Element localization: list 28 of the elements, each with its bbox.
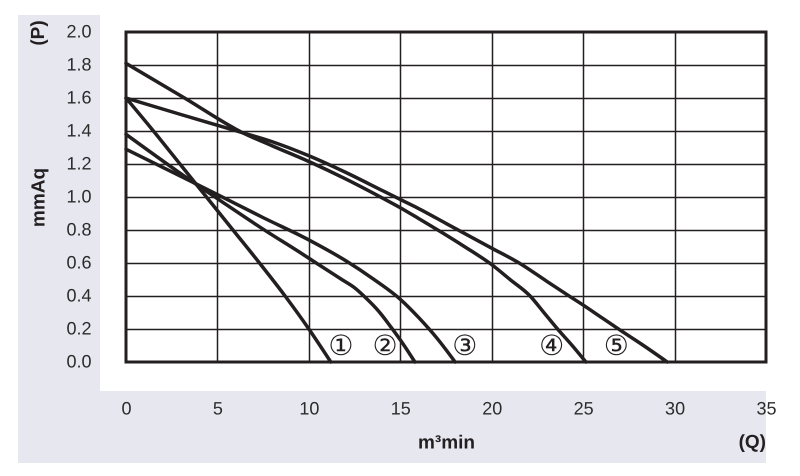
x-tick-label: 10 <box>299 398 320 418</box>
x-tick-label: 20 <box>482 398 502 418</box>
y-tick-label: 0.6 <box>66 252 92 272</box>
y-tick-label: 1.2 <box>66 154 92 174</box>
y-tick-label: 0.0 <box>66 352 92 372</box>
series-label: ② <box>372 329 398 362</box>
text: (Q) <box>738 432 766 453</box>
y-tick-label: 0.2 <box>66 318 92 338</box>
x-tick-label: 5 <box>212 398 223 418</box>
x-tick-label: 30 <box>665 398 686 418</box>
y-tick-label: 1.8 <box>66 54 92 74</box>
y-tick-label: 2.0 <box>66 22 92 42</box>
x-axis-title: m³min <box>418 432 475 454</box>
y-tick-label: 1.0 <box>66 186 92 206</box>
x-tick-label: 25 <box>574 398 594 418</box>
series-label: ④ <box>539 329 564 362</box>
y-tick-label: 1.6 <box>66 88 92 108</box>
series-label: ⑤ <box>604 329 629 362</box>
y-tick-label: 1.4 <box>66 120 92 140</box>
x-tick-label: 0 <box>121 398 132 418</box>
x-tick-label: 35 <box>756 398 777 418</box>
x-tick-label: 15 <box>390 398 411 418</box>
text: (P) <box>28 20 49 46</box>
y-tick-label: 0.8 <box>66 220 92 240</box>
series-label: ③ <box>452 329 478 362</box>
y-axis-title: mmAq <box>28 168 50 228</box>
series-label: ① <box>328 329 354 362</box>
y-tick-label: 0.4 <box>66 286 92 306</box>
